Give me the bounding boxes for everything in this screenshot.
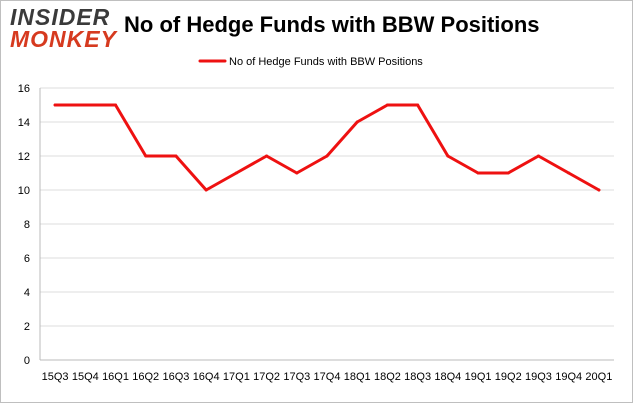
x-tick-label: 17Q3 [283,371,310,383]
y-tick-label: 14 [18,117,30,129]
data-point [476,171,480,175]
y-tick-label: 4 [24,287,30,299]
x-tick-label: 18Q2 [374,371,401,383]
legend-label: No of Hedge Funds with BBW Positions [229,56,423,68]
y-tick-label: 6 [24,253,30,265]
x-tick-label: 16Q1 [102,371,129,383]
x-tick-label: 19Q2 [495,371,522,383]
data-point [446,154,450,158]
x-tick-label: 20Q1 [585,371,612,383]
data-point [597,188,601,192]
logo-line-2: MONKEY [10,26,117,52]
x-tick-label: 15Q4 [72,371,99,383]
data-point [506,171,510,175]
data-point [355,120,359,124]
data-point [416,103,420,107]
x-tick-label: 16Q4 [193,371,220,383]
series-group [53,103,601,192]
x-tick-label: 17Q1 [223,371,250,383]
y-tick-labels: 0 2 4 6 8 10 12 14 16 [18,83,30,367]
x-tick-label: 19Q1 [465,371,492,383]
y-tick-label: 12 [18,151,30,163]
data-point [83,103,87,107]
y-tick-label: 10 [18,185,30,197]
data-point [204,188,208,192]
x-tick-label: 16Q3 [162,371,189,383]
data-point [114,103,118,107]
x-tick-label: 17Q2 [253,371,280,383]
x-tick-label: 19Q3 [525,371,552,383]
x-tick-label: 16Q2 [132,371,159,383]
data-point [295,171,299,175]
x-tick-label: 18Q1 [344,371,371,383]
x-tick-labels: 15Q3 15Q4 16Q1 16Q2 16Q3 16Q4 17Q1 17Q2 17Q3 17Q4… [42,371,613,383]
x-tick-label: 17Q4 [314,371,341,383]
data-point [385,103,389,107]
y-tick-label: 8 [24,219,30,231]
data-point [234,171,238,175]
x-tick-label: 15Q3 [42,371,69,383]
y-tick-label: 16 [18,83,30,95]
chart-title: No of Hedge Funds with BBW Positions [124,12,540,37]
data-point [144,154,148,158]
data-point [536,154,540,158]
axes [39,88,614,361]
insider-monkey-logo: INSIDER MONKEY [10,6,118,52]
y-tick-label: 0 [24,355,30,367]
data-point [265,154,269,158]
data-point [325,154,329,158]
x-tick-label: 18Q3 [404,371,431,383]
y-tick-label: 2 [24,321,30,333]
x-tick-label: 18Q4 [434,371,461,383]
data-point [174,154,178,158]
data-point [53,103,57,107]
series-line [53,103,601,192]
legend: No of Hedge Funds with BBW Positions [198,56,423,68]
x-tick-label: 19Q4 [555,371,582,383]
data-point [567,171,571,175]
logo-line-1: INSIDER [10,4,111,30]
